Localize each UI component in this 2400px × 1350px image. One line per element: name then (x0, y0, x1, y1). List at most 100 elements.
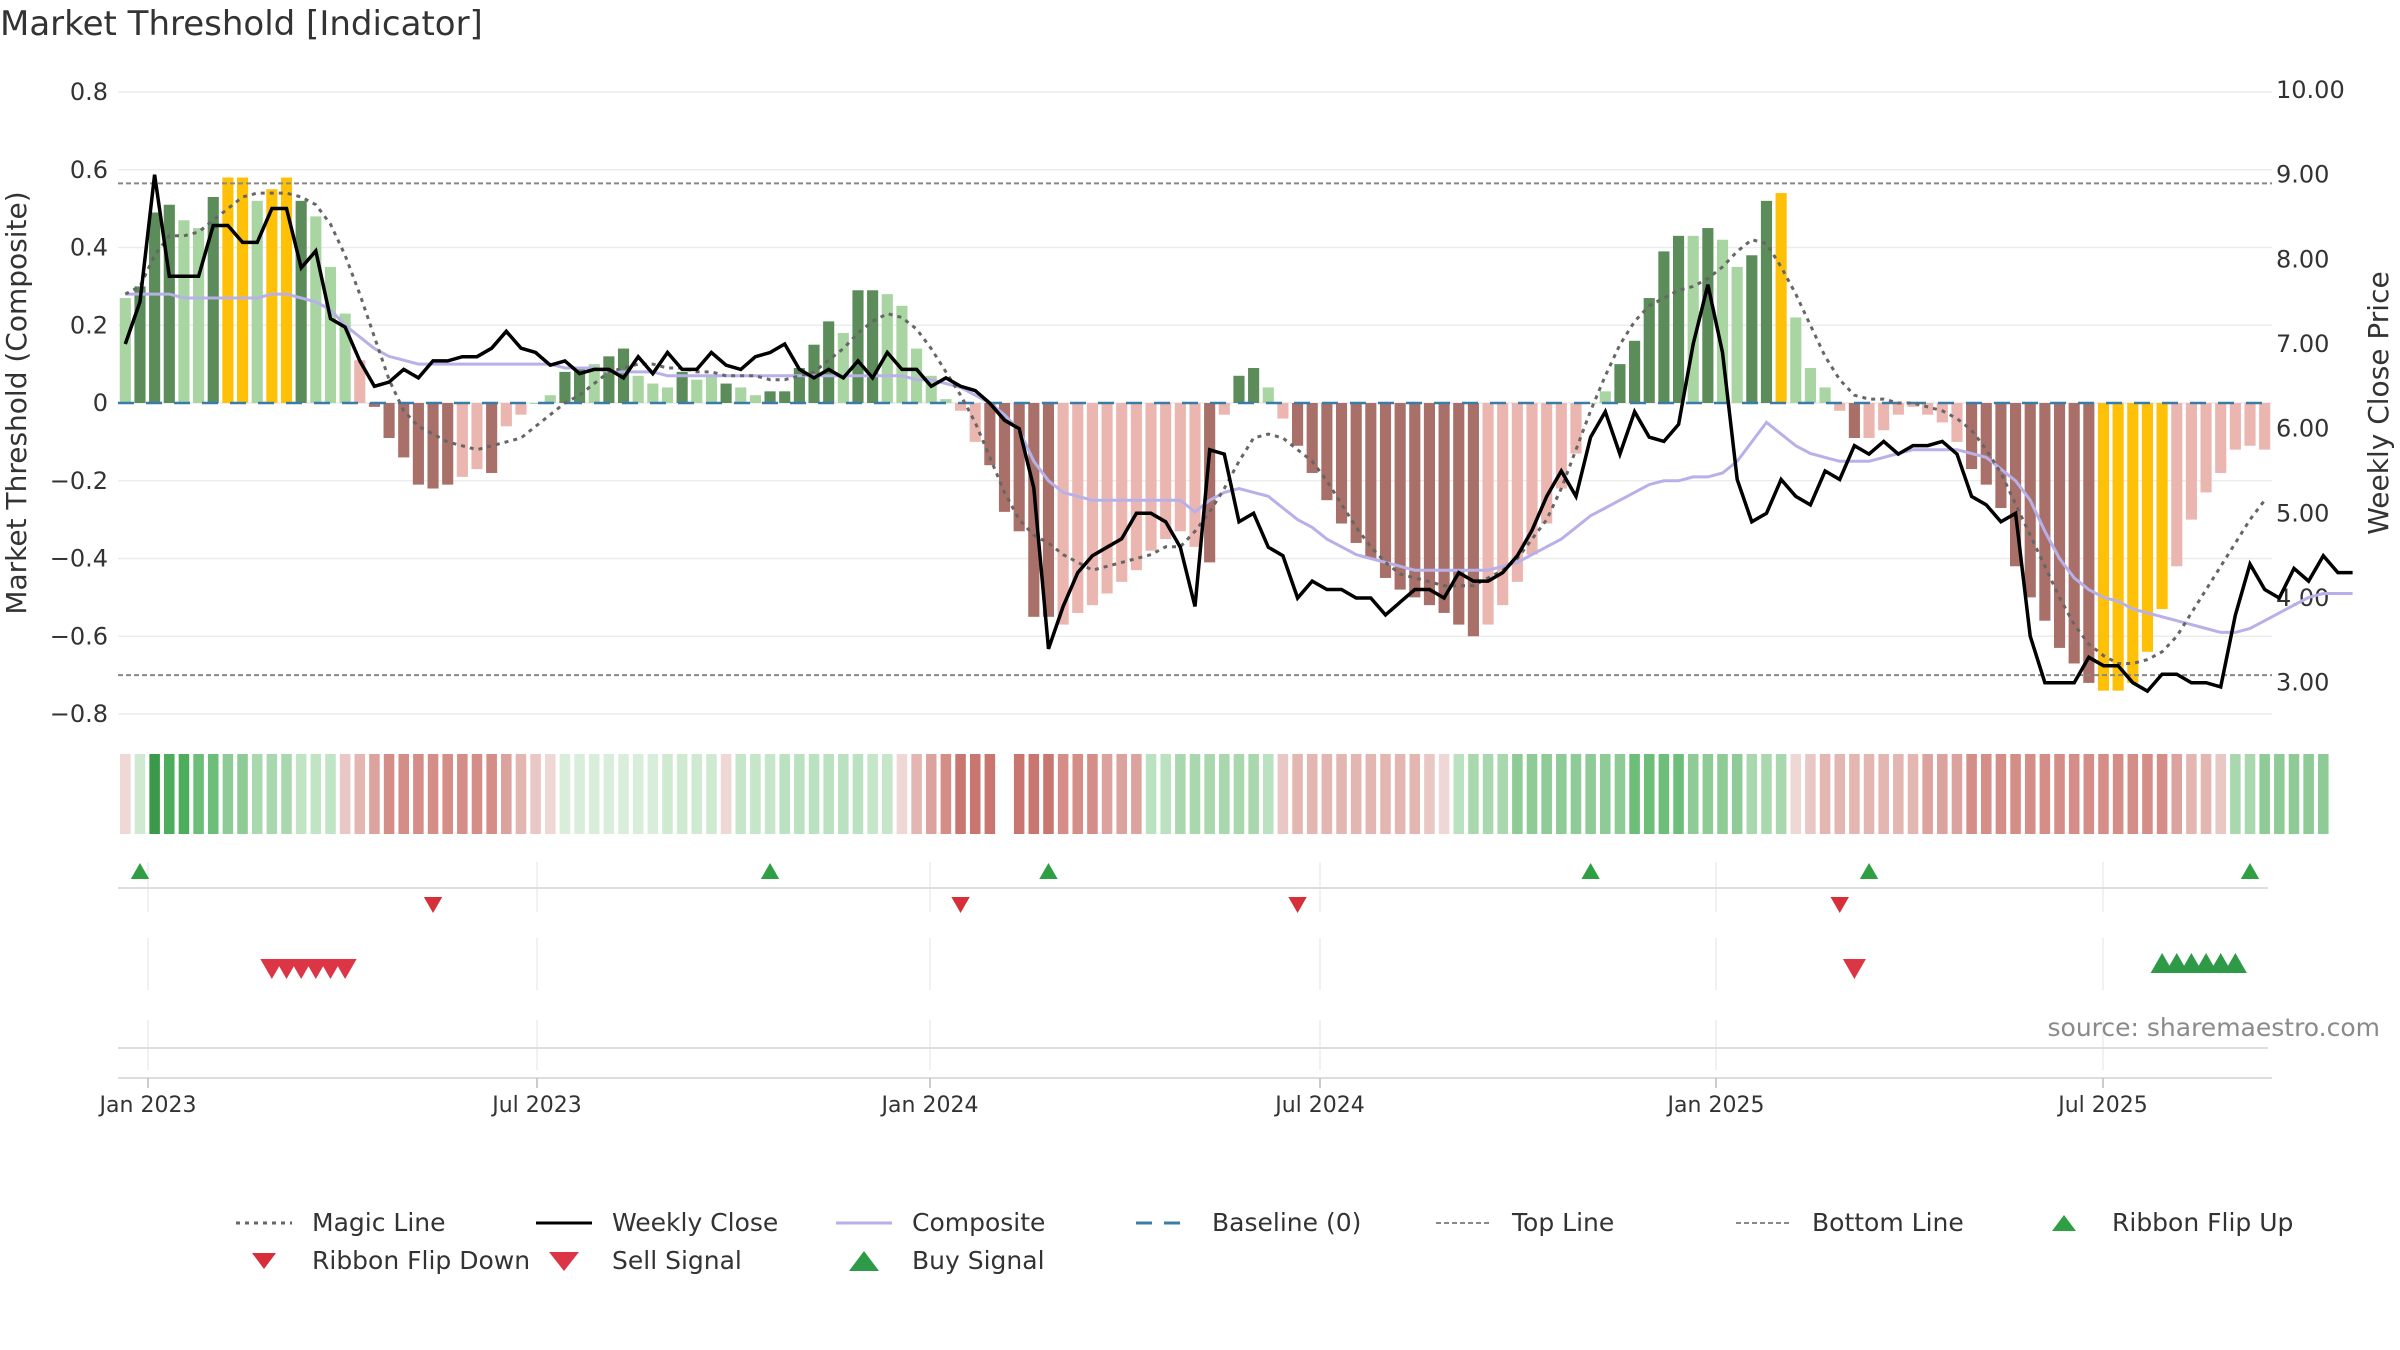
composite-bar (1511, 403, 1523, 582)
ribbon-segment (2039, 754, 2051, 834)
composite-bar (881, 294, 893, 403)
ribbon-segment (2288, 754, 2300, 834)
ribbon-segment (398, 754, 410, 834)
ribbon-segment (603, 754, 615, 834)
composite-bar (1687, 235, 1699, 403)
legend-bottom-line: Bottom Line (1736, 1208, 1964, 1237)
composite-bar (368, 403, 380, 407)
ribbon-segment (1292, 754, 1303, 834)
composite-swatch (836, 1221, 892, 1224)
legend-label: Weekly Close (612, 1208, 779, 1237)
legend-sell-signal: Sell Signal (536, 1246, 742, 1275)
composite-bar (1731, 266, 1743, 403)
composite-bar (2244, 403, 2256, 446)
ribbon-segment (1101, 754, 1113, 834)
ribbon-flip-up-marker (1039, 863, 1058, 879)
sell-signal-marker (275, 959, 299, 979)
composite-bar (911, 348, 923, 403)
ribbon-segment (237, 754, 248, 834)
composite-bar (1760, 200, 1773, 403)
ribbon-flip-up-marker (2240, 863, 2260, 879)
composite-bar (954, 403, 967, 411)
ribbon-flip-down-marker (951, 897, 970, 913)
composite-bar (2068, 403, 2080, 664)
composite-bar (544, 395, 556, 403)
ribbon-segment (1028, 754, 1040, 834)
ribbon-segment (2127, 754, 2139, 834)
composite-bar (764, 391, 776, 403)
legend-label: Top Line (1512, 1208, 1615, 1237)
buy-signal-marker (2223, 953, 2247, 973)
composite-bar (193, 228, 205, 403)
composite-bar (925, 375, 937, 403)
composite-bar (1306, 403, 1318, 473)
ribbon-segment (2156, 754, 2168, 834)
composite-bar (1643, 298, 1655, 403)
ribbon-segment (662, 754, 673, 834)
composite-bar (1072, 403, 1084, 613)
source-credit: source: sharemaestro.com (2047, 1013, 2381, 1042)
left-tick-label: 0.2 (70, 311, 108, 339)
composite-bar (1467, 403, 1479, 637)
x-tick-label: Jul 2023 (490, 1093, 582, 1118)
ribbon-segment (2112, 754, 2124, 834)
composite-bar (1116, 403, 1128, 582)
ribbon-segment (632, 754, 644, 834)
composite-bar (2083, 403, 2095, 683)
legend-weekly-close: Weekly Close (536, 1208, 778, 1237)
ribbon-segment (1819, 754, 1831, 834)
ribbon-segment (2215, 754, 2226, 834)
ribbon-segment (618, 754, 629, 834)
legend-label: Sell Signal (612, 1246, 742, 1275)
ribbon-segment (984, 754, 996, 834)
ribbon-segment (720, 754, 732, 834)
ribbon-segment (413, 754, 424, 834)
ribbon-segment (1951, 754, 1963, 834)
bottom-line-swatch (1736, 1221, 1792, 1224)
ribbon-segment (969, 754, 981, 834)
ribbon-segment (588, 754, 600, 834)
ribbon-segment (2098, 754, 2109, 834)
composite-bar (1599, 391, 1611, 403)
composite-bar (412, 403, 424, 485)
composite-bar (442, 403, 454, 485)
legend-label: Baseline (0) (1212, 1208, 1362, 1237)
ribbon-segment (1057, 754, 1069, 834)
ribbon-segment (1438, 754, 1450, 834)
ribbon-segment (735, 754, 747, 834)
legend-magic-line: Magic Line (236, 1208, 446, 1237)
ribbon-segment (559, 754, 571, 834)
ribbon-segment (1526, 754, 1538, 834)
composite-bar (2141, 403, 2154, 652)
ribbon-segment (1233, 754, 1245, 834)
composite-bar (793, 368, 805, 403)
composite-bar (2010, 403, 2022, 567)
composite-bar (1936, 403, 1948, 423)
ribbon-segment (515, 754, 527, 834)
left-tick-label: −0.2 (50, 467, 108, 495)
x-tick-label: Jul 2024 (1273, 1093, 1365, 1118)
ribbon-flip-down-marker (1288, 897, 1307, 913)
right-tick-label: 5.00 (2276, 499, 2329, 527)
x-tick-label: Jan 2025 (1666, 1093, 1765, 1118)
composite-bar (222, 177, 234, 403)
legend-label: Magic Line (312, 1208, 446, 1237)
ribbon-segment (193, 754, 204, 834)
ribbon-segment (2303, 754, 2314, 834)
composite-bar (1350, 403, 1362, 543)
ribbon-segment (1702, 754, 1714, 834)
x-tick-label: Jan 2023 (98, 1093, 197, 1118)
composite-bar (1394, 403, 1406, 590)
composite-bar (1321, 403, 1333, 501)
ribbon-segment (1350, 754, 1362, 834)
composite-bar (2039, 403, 2051, 621)
right-tick-label: 9.00 (2276, 161, 2329, 189)
left-tick-label: 0.6 (70, 156, 108, 184)
legend-label: Buy Signal (912, 1246, 1045, 1275)
ribbon-segment (281, 754, 292, 834)
composite-bar (236, 177, 249, 403)
composite-bar (515, 403, 527, 415)
composite-bar (1277, 403, 1289, 419)
ribbon-segment (1453, 754, 1465, 834)
composite-bar (676, 371, 688, 403)
